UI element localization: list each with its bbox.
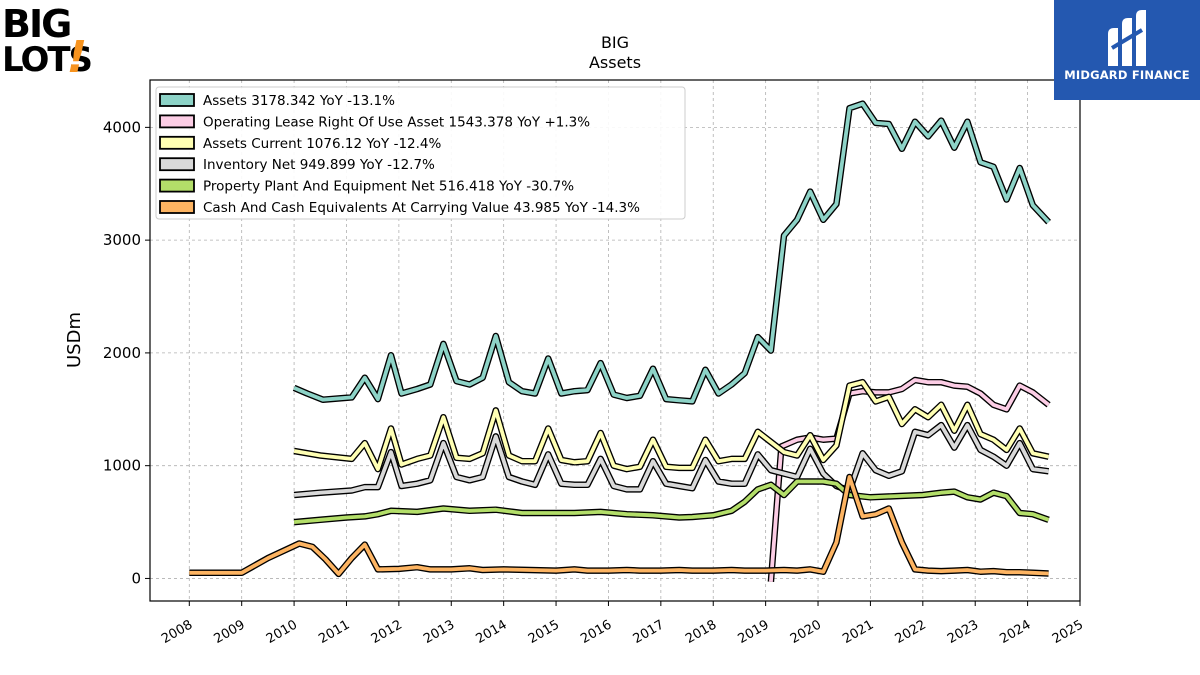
y-axis-label: USDm [64, 312, 85, 368]
big-lots-logo: BIG LOTS ! [2, 2, 102, 83]
plot-frame [149, 79, 1081, 602]
legend-swatch [159, 114, 195, 129]
big-lots-logo-line1: BIG [2, 4, 70, 46]
x-tick-label: 2015 [526, 617, 562, 647]
x-tick-label: 2013 [421, 617, 457, 647]
chart-subtitle: Assets [589, 53, 641, 72]
legend-entry: Property Plant And Equipment Net 516.418… [203, 179, 574, 195]
series-line [189, 475, 1049, 576]
series-line [293, 479, 1050, 524]
x-tick-label: 2019 [735, 617, 771, 647]
legend-swatch [159, 178, 195, 193]
y-tick-label: 4000 [103, 118, 141, 136]
big-lots-logo-line2: LOTS [2, 40, 91, 76]
x-tick-label: 2011 [316, 617, 352, 647]
x-tick-label: 2025 [1050, 617, 1086, 647]
series-line [293, 101, 1050, 404]
x-tick-label: 2023 [945, 617, 981, 647]
midgard-finance-text: MIDGARD FINANCE [1064, 68, 1190, 82]
y-tick-label: 3000 [103, 231, 141, 249]
x-tick-label: 2020 [788, 617, 824, 647]
series-line [293, 423, 1049, 497]
series-lines [189, 100, 1051, 583]
legend-swatch [159, 200, 195, 214]
legend-swatch [159, 157, 195, 172]
y-tick-label: 0 [131, 569, 141, 587]
y-axis-ticks: 0 1000 2000 3000 4000 [103, 118, 150, 587]
x-tick-label: 2021 [840, 617, 876, 647]
x-tick-label: 2018 [683, 617, 719, 647]
x-tick-label: 2014 [474, 617, 510, 647]
legend-box [155, 86, 686, 220]
x-tick-label: 2009 [212, 617, 248, 647]
x-tick-label: 2024 [997, 617, 1033, 647]
legend-entry: Operating Lease Right Of Use Asset 1543.… [203, 114, 590, 130]
midgard-finance-logo: MIDGARD FINANCE [1054, 0, 1200, 100]
legend-swatch [159, 135, 195, 150]
x-tick-label: 2008 [159, 617, 195, 647]
x-tick-label: 2016 [578, 617, 614, 647]
chart-title: BIG [601, 33, 629, 52]
y-tick-label: 2000 [103, 344, 141, 362]
legend: Assets 3178.342 YoY -13.1% Operating Leas… [155, 86, 686, 220]
x-tick-label: 2010 [264, 617, 300, 647]
legend-entry: Assets Current 1076.12 YoY -12.4% [203, 136, 442, 152]
x-tick-label: 2022 [893, 617, 929, 647]
x-axis-ticks: 2008 2009 2010 2011 2012 2013 2014 2015 2016 2017… [159, 601, 1086, 647]
series-line [769, 378, 1050, 582]
x-tick-label: 2012 [369, 617, 405, 647]
legend-swatch [159, 93, 195, 107]
midgard-m-icon [1108, 10, 1146, 66]
series-line [293, 380, 1049, 471]
legend-entry: Cash And Cash Equivalents At Carrying Va… [203, 200, 640, 216]
y-tick-label: 1000 [103, 457, 141, 475]
legend-entry: Inventory Net 949.899 YoY -12.7% [203, 157, 435, 173]
legend-entry: Assets 3178.342 YoY -13.1% [203, 93, 395, 109]
x-tick-label: 2017 [631, 617, 667, 647]
